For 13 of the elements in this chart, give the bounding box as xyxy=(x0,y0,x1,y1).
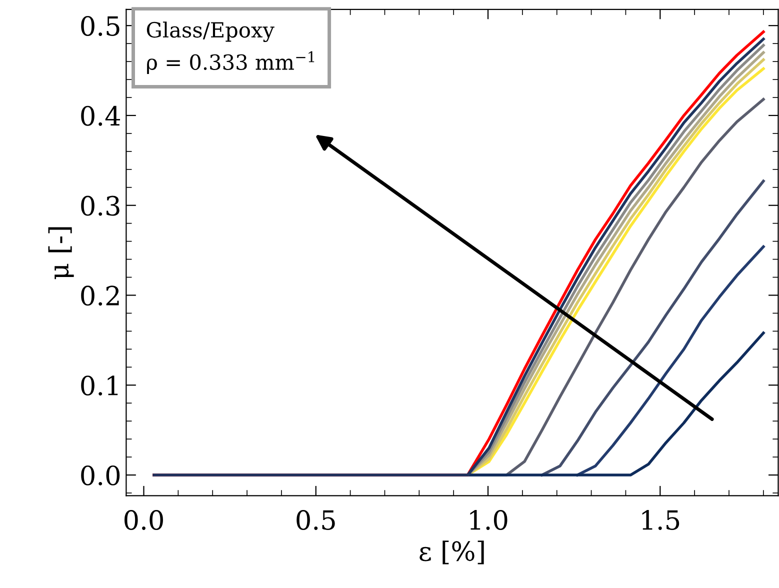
y-tick-label: 0.4 xyxy=(81,106,120,126)
annotation: Glass/Epoxy ρ = 0.333 mm$^{−1}$ xyxy=(146,22,314,74)
x-tick-label: 1.0 xyxy=(470,510,508,530)
x-tick-label: 0.0 xyxy=(124,510,163,530)
x-tick-label: 1.5 xyxy=(642,510,680,530)
y-tick-label: 0.2 xyxy=(81,286,119,306)
y-tick-label: 0.1 xyxy=(81,376,118,396)
y-axis-title: μ [-] xyxy=(48,227,74,280)
y-tick-label: 0.0 xyxy=(81,465,120,486)
y-tick-label: 0.5 xyxy=(81,16,120,36)
x-axis-title: ε [%] xyxy=(420,540,484,564)
x-tick-label: 0.5 xyxy=(296,510,335,530)
y-tick-label: 0.3 xyxy=(81,196,120,216)
